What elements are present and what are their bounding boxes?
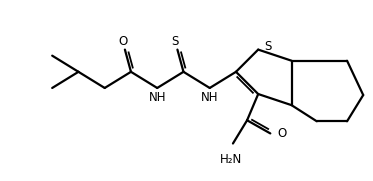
Text: S: S xyxy=(264,40,272,53)
Text: H₂N: H₂N xyxy=(220,153,242,166)
Text: O: O xyxy=(278,127,286,140)
Text: S: S xyxy=(172,35,179,48)
Text: NH: NH xyxy=(201,90,219,104)
Text: NH: NH xyxy=(148,90,166,104)
Text: O: O xyxy=(118,35,128,48)
